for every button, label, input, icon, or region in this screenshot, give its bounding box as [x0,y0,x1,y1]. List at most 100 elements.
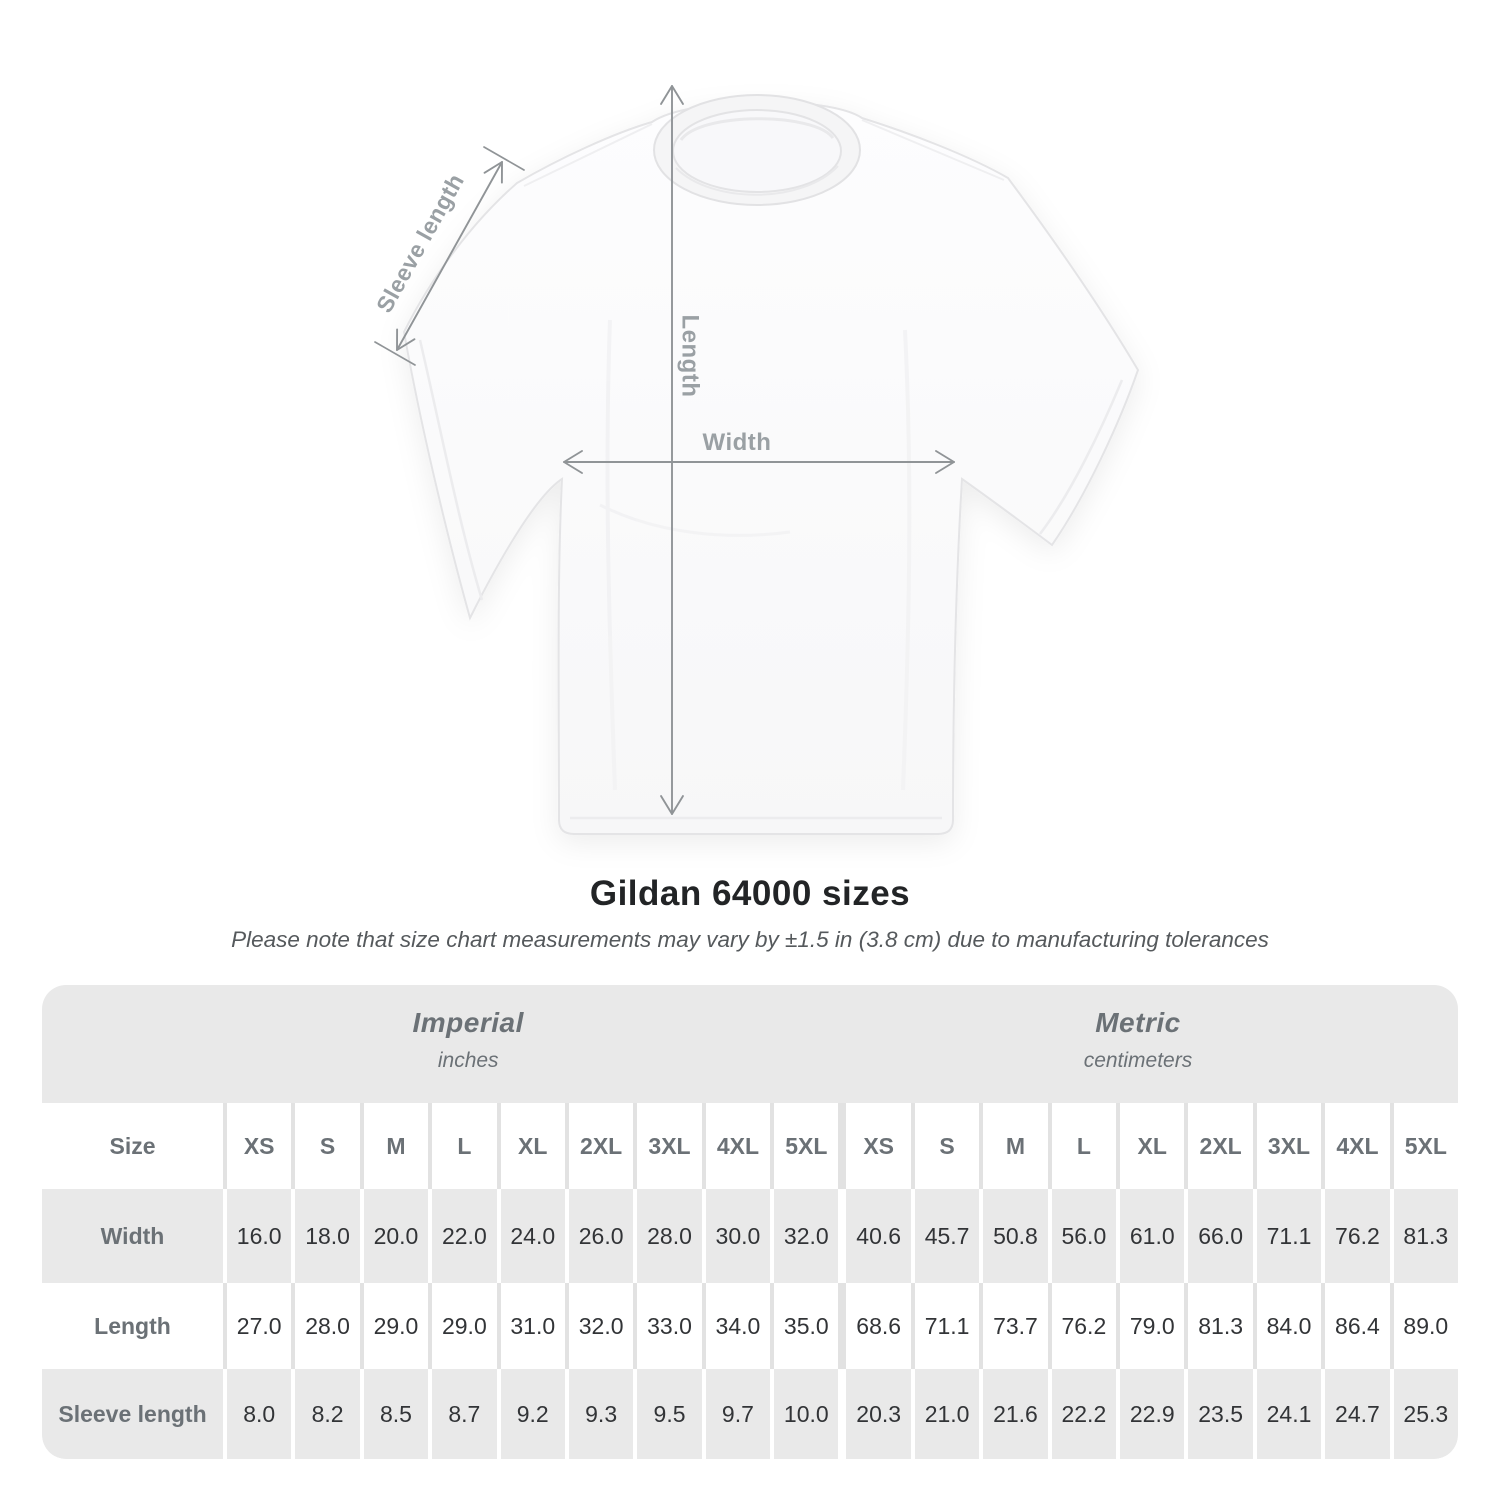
corner-header: Size [42,1103,223,1189]
value-cell: 18.0 [295,1189,360,1283]
value-cell: 31.0 [500,1283,565,1369]
value-cell: 20.3 [846,1369,911,1459]
size-header: XS [227,1103,292,1189]
value-cell: 10.0 [774,1369,839,1459]
value-cell: 24.1 [1256,1369,1322,1459]
table-row-length: Length 27.0 28.0 29.0 29.0 31.0 32.0 33.… [42,1283,1458,1369]
value-cell: 8.7 [432,1369,497,1459]
units-header-band: Imperial inches Metric centimeters [42,985,1458,1103]
value-cell: 22.2 [1051,1369,1117,1459]
value-cell: 23.5 [1188,1369,1253,1459]
value-cell: 30.0 [705,1189,771,1283]
value-cell: 86.4 [1325,1283,1390,1369]
value-cell: 50.8 [983,1189,1048,1283]
value-cell: 81.3 [1393,1189,1458,1283]
value-cell: 8.5 [363,1369,429,1459]
value-cell: 21.0 [914,1369,980,1459]
row-label: Length [42,1283,223,1369]
size-header: L [1051,1103,1117,1189]
size-header: 5XL [1393,1103,1458,1189]
value-cell: 9.3 [568,1369,634,1459]
value-cell: 21.6 [983,1369,1048,1459]
row-label: Sleeve length [42,1369,223,1459]
value-cell: 26.0 [568,1189,634,1283]
value-cell: 25.3 [1393,1369,1458,1459]
metric-section-header: Metric centimeters [1084,1007,1193,1073]
value-cell: 68.6 [846,1283,911,1369]
size-header-row: Size XS S M L XL 2XL 3XL 4XL 5XL XS S M … [42,1103,1458,1189]
value-cell: 24.7 [1325,1369,1390,1459]
tshirt-body [402,100,1140,835]
value-cell: 28.0 [295,1283,360,1369]
value-cell: 29.0 [432,1283,497,1369]
value-cell: 22.9 [1120,1369,1185,1459]
size-header: M [983,1103,1048,1189]
size-header: 4XL [1325,1103,1390,1189]
tshirt-measurement-diagram: Sleeve length Length Width [371,85,1140,835]
imperial-section-header: Imperial inches [413,1007,524,1073]
size-header: 3XL [1256,1103,1322,1189]
value-cell: 45.7 [914,1189,980,1283]
width-arrow [563,450,955,474]
value-cell: 32.0 [568,1283,634,1369]
value-cell: 9.5 [637,1369,702,1459]
size-header: XL [500,1103,565,1189]
table-row-sleeve-length: Sleeve length 8.0 8.2 8.5 8.7 9.2 9.3 9.… [42,1369,1458,1459]
value-cell: 34.0 [705,1283,771,1369]
value-cell: 71.1 [914,1283,980,1369]
value-cell: 61.0 [1120,1189,1185,1283]
table-row-width: Width 16.0 18.0 20.0 22.0 24.0 26.0 28.0… [42,1189,1458,1283]
size-header: 2XL [568,1103,634,1189]
value-cell: 9.2 [500,1369,565,1459]
size-header: S [295,1103,360,1189]
value-cell: 79.0 [1120,1283,1185,1369]
imperial-label: Imperial [412,1007,524,1038]
size-header: 2XL [1188,1103,1253,1189]
value-cell: 8.2 [295,1369,360,1459]
metric-label: Metric [1095,1007,1181,1038]
value-cell: 16.0 [227,1189,292,1283]
value-cell: 73.7 [983,1283,1048,1369]
value-cell: 28.0 [637,1189,702,1283]
value-cell: 66.0 [1188,1189,1253,1283]
size-header: S [914,1103,980,1189]
value-cell: 32.0 [774,1189,839,1283]
value-cell: 29.0 [363,1283,429,1369]
value-cell: 33.0 [637,1283,702,1369]
size-header: M [363,1103,429,1189]
value-cell: 76.2 [1051,1283,1117,1369]
size-header: 4XL [705,1103,771,1189]
value-cell: 8.0 [227,1369,292,1459]
sleeve-length-arrow [374,146,525,366]
value-cell: 27.0 [227,1283,292,1369]
row-label: Width [42,1189,223,1283]
size-header: XS [846,1103,911,1189]
value-cell: 22.0 [432,1189,497,1283]
size-header: XL [1120,1103,1185,1189]
value-cell: 35.0 [774,1283,839,1369]
tshirt-illustration [402,94,1140,835]
value-cell: 24.0 [500,1189,565,1283]
tshirt-collar [653,94,861,206]
value-cell: 84.0 [1256,1283,1322,1369]
imperial-unit: inches [437,1049,499,1072]
page-subtitle: Please note that size chart measurements… [231,927,1269,952]
tshirt-wrinkles [599,319,912,791]
size-header: 5XL [774,1103,839,1189]
value-cell: 81.3 [1188,1283,1253,1369]
value-cell: 71.1 [1256,1189,1322,1283]
value-cell: 20.0 [363,1189,429,1283]
page-title: Gildan 64000 sizes [589,874,911,913]
size-chart-table: Imperial inches Metric centimeters Size … [42,985,1458,1459]
metric-unit: centimeters [1083,1049,1193,1072]
value-cell: 40.6 [846,1189,911,1283]
value-cell: 9.7 [705,1369,771,1459]
tshirt-seams [418,119,1124,820]
width-label: Width [703,429,772,456]
value-cell: 56.0 [1051,1189,1117,1283]
value-cell: 76.2 [1325,1189,1390,1283]
size-header: L [432,1103,497,1189]
measurement-annotations [374,85,955,815]
length-label: Length [677,315,704,398]
size-header: 3XL [637,1103,702,1189]
